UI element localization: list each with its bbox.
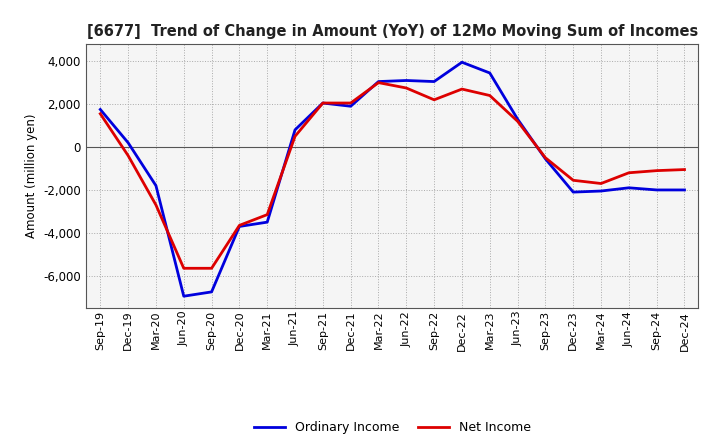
Net Income [207, 266, 216, 271]
Ordinary Income [124, 140, 132, 145]
Net Income [569, 178, 577, 183]
Net Income [430, 97, 438, 103]
Net Income [485, 93, 494, 98]
Ordinary Income [513, 117, 522, 122]
Ordinary Income [374, 79, 383, 84]
Ordinary Income [318, 100, 327, 106]
Net Income [318, 100, 327, 106]
Net Income [346, 100, 355, 106]
Ordinary Income [680, 187, 689, 193]
Net Income [541, 155, 550, 161]
Net Income [96, 111, 104, 117]
Net Income [374, 80, 383, 85]
Net Income [235, 223, 243, 228]
Ordinary Income [569, 190, 577, 195]
Title: [6677]  Trend of Change in Amount (YoY) of 12Mo Moving Sum of Incomes: [6677] Trend of Change in Amount (YoY) o… [87, 24, 698, 39]
Ordinary Income [597, 188, 606, 194]
Ordinary Income [430, 79, 438, 84]
Net Income [263, 212, 271, 217]
Ordinary Income [235, 224, 243, 229]
Net Income [513, 119, 522, 124]
Net Income [291, 134, 300, 139]
Ordinary Income [624, 185, 633, 191]
Y-axis label: Amount (million yen): Amount (million yen) [24, 114, 37, 238]
Net Income [624, 170, 633, 176]
Ordinary Income [291, 127, 300, 132]
Net Income [402, 85, 410, 91]
Net Income [652, 168, 661, 173]
Ordinary Income [179, 293, 188, 299]
Ordinary Income [652, 187, 661, 193]
Ordinary Income [96, 107, 104, 112]
Ordinary Income [207, 289, 216, 294]
Net Income [458, 86, 467, 92]
Net Income [680, 167, 689, 172]
Line: Ordinary Income: Ordinary Income [100, 62, 685, 296]
Ordinary Income [458, 59, 467, 65]
Line: Net Income: Net Income [100, 83, 685, 268]
Net Income [152, 202, 161, 208]
Ordinary Income [346, 103, 355, 109]
Net Income [597, 181, 606, 186]
Net Income [179, 266, 188, 271]
Legend: Ordinary Income, Net Income: Ordinary Income, Net Income [248, 416, 536, 439]
Ordinary Income [402, 78, 410, 83]
Ordinary Income [485, 70, 494, 76]
Ordinary Income [263, 220, 271, 225]
Net Income [124, 153, 132, 158]
Ordinary Income [152, 183, 161, 188]
Ordinary Income [541, 156, 550, 161]
